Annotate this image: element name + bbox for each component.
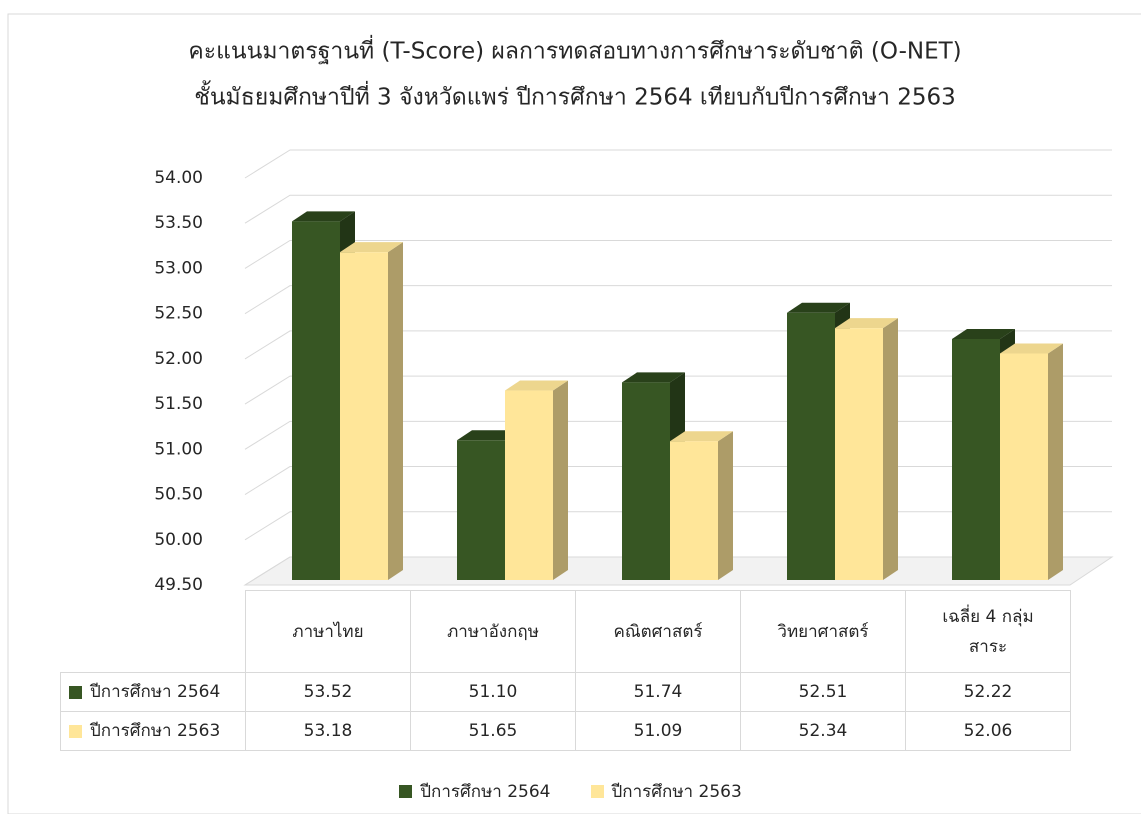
- grid-line: [244, 239, 1112, 269]
- legend-item: ปีการศึกษา 2563: [590, 778, 742, 805]
- bar: [952, 338, 1000, 580]
- bar-top: [622, 372, 685, 383]
- table-value: 51.74: [575, 672, 741, 712]
- table-row-header: ปีการศึกษา 2564: [60, 672, 246, 712]
- table-category: เฉลี่ย 4 กลุ่ม สาระ: [905, 590, 1071, 673]
- y-tick-label: 52.50: [154, 304, 203, 324]
- y-tick-label: 51.50: [154, 394, 203, 414]
- table-value: 51.65: [410, 711, 576, 751]
- bar-side: [1048, 343, 1063, 580]
- table-row-header: ปีการศึกษา 2563: [60, 711, 246, 751]
- bar-side: [553, 380, 568, 580]
- y-tick-label: 52.00: [154, 349, 203, 369]
- bar-top: [292, 211, 355, 222]
- table-value: 53.52: [245, 672, 411, 712]
- table-row-name: ปีการศึกษา 2564: [90, 682, 221, 702]
- bar: [622, 382, 670, 580]
- table-value: 52.34: [740, 711, 906, 751]
- table-category: คณิตศาสตร์: [575, 590, 741, 673]
- table-value: 51.09: [575, 711, 741, 751]
- bar-side: [388, 242, 403, 581]
- legend: ปีการศึกษา 2564 ปีการศึกษา 2563: [0, 778, 1141, 805]
- grid-line: [244, 285, 1112, 315]
- legend-label: ปีการศึกษา 2564: [420, 782, 551, 802]
- bar: [340, 252, 388, 581]
- table-category: วิทยาศาสตร์: [740, 590, 906, 673]
- grid-line: [244, 194, 1112, 224]
- table-category: ภาษาไทย: [245, 590, 411, 673]
- bar-side: [883, 318, 898, 580]
- bar-top: [340, 242, 403, 253]
- chart-title: คะแนนมาตรฐานที่ (T-Score) ผลการทดสอบทางก…: [188, 35, 961, 65]
- legend-label: ปีการศึกษา 2563: [611, 782, 742, 802]
- y-tick-label: 50.50: [154, 485, 203, 505]
- table-value: 52.06: [905, 711, 1071, 751]
- legend-item: ปีการศึกษา 2564: [399, 778, 551, 805]
- table-legend-key: [69, 724, 82, 738]
- bar-top: [457, 430, 520, 441]
- bar: [787, 312, 835, 580]
- y-tick-label: 51.00: [154, 439, 203, 459]
- table-value: 52.22: [905, 672, 1071, 712]
- table-value: 51.10: [410, 672, 576, 712]
- bar: [505, 390, 553, 580]
- legend-swatch: [399, 785, 413, 798]
- chart-subtitle: ชั้นมัธยมศึกษาปีที่ 3 จังหวัดแพร่ ปีการศ…: [194, 81, 956, 111]
- bar-top: [835, 318, 898, 329]
- bar-side: [718, 431, 733, 580]
- y-tick-label: 54.00: [154, 168, 203, 188]
- y-tick-label: 53.50: [154, 213, 203, 233]
- table-category: ภาษาอังกฤษ: [410, 590, 576, 673]
- bar: [457, 440, 505, 580]
- table-value: 52.51: [740, 672, 906, 712]
- bar: [670, 441, 718, 580]
- bar-top: [1000, 343, 1063, 354]
- table-value: 53.18: [245, 711, 411, 751]
- bar-top: [670, 431, 733, 442]
- y-tick-label: 53.00: [154, 258, 203, 278]
- table-row-name: ปีการศึกษา 2563: [90, 721, 221, 741]
- bar-top: [952, 328, 1015, 339]
- bar-top: [505, 380, 568, 391]
- legend-swatch: [590, 785, 604, 798]
- y-tick-label: 50.00: [154, 530, 203, 550]
- bar-top: [787, 302, 850, 313]
- grid-line: [244, 149, 1112, 179]
- bar: [835, 328, 883, 580]
- chart-border: [7, 13, 1141, 814]
- table-legend-key: [69, 685, 82, 699]
- y-tick-label: 49.50: [154, 575, 203, 595]
- bar: [292, 221, 340, 580]
- bar: [1000, 353, 1048, 580]
